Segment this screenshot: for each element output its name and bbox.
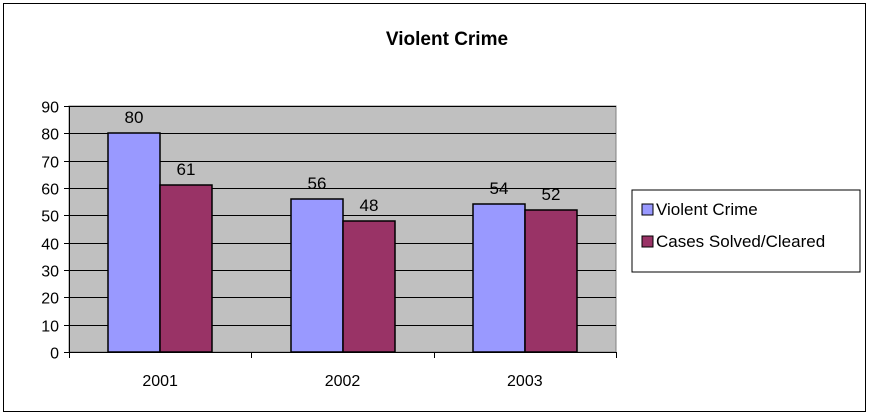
y-tick-label: 90	[41, 100, 59, 117]
x-tick-label: 2002	[325, 373, 361, 390]
y-tick-label: 20	[41, 291, 59, 308]
y-tick-label: 40	[41, 237, 59, 254]
x-tick-label: 2003	[507, 373, 543, 390]
legend-box	[631, 189, 861, 273]
data-label: 48	[360, 196, 379, 215]
legend-swatch	[641, 235, 654, 248]
bar[interactable]	[159, 184, 213, 353]
x-tick-label: 2001	[142, 373, 178, 390]
plot-area: 0 10 20 30 40 50 60 70 80 90 80 61 2001 56 48 2002 54 52 2…	[41, 100, 617, 390]
data-label: 54	[490, 179, 509, 198]
bar[interactable]	[472, 203, 526, 353]
y-tick-label: 30	[41, 264, 59, 281]
legend-swatch	[641, 203, 654, 216]
legend: Violent Crime Cases Solved/Cleared	[631, 189, 861, 273]
data-label: 61	[177, 160, 196, 179]
y-tick-label: 80	[41, 127, 59, 144]
bar[interactable]	[107, 132, 161, 353]
y-tick-label: 0	[50, 346, 59, 363]
legend-label: Cases Solved/Cleared	[656, 232, 825, 251]
data-label: 56	[308, 174, 327, 193]
bar[interactable]	[290, 198, 344, 353]
bar[interactable]	[524, 209, 578, 353]
y-tick-label: 60	[41, 182, 59, 199]
data-label: 80	[125, 108, 144, 127]
legend-label: Violent Crime	[656, 200, 758, 219]
data-label: 52	[542, 185, 561, 204]
bar[interactable]	[342, 220, 396, 353]
y-tick-label: 10	[41, 319, 59, 336]
y-tick-label: 70	[41, 155, 59, 172]
y-tick-label: 50	[41, 209, 59, 226]
chart-title: Violent Crime	[386, 29, 508, 50]
